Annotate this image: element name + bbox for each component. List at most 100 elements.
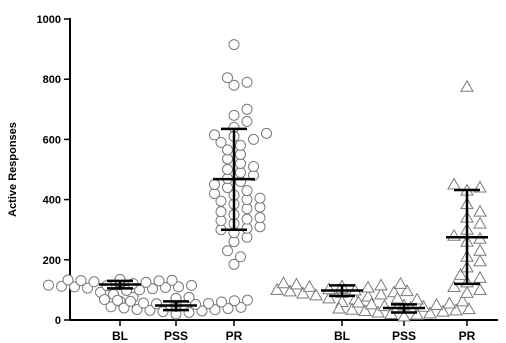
circle-point — [241, 194, 253, 206]
circle-point — [215, 136, 227, 148]
circle-point — [209, 304, 221, 316]
triangle-point — [322, 291, 336, 304]
triangle-point — [429, 297, 444, 310]
triangle-point — [361, 280, 375, 293]
circle-point — [241, 213, 253, 225]
circle-point — [242, 294, 253, 306]
circle-point — [215, 215, 227, 227]
y-axis-label: Active Responses — [7, 122, 19, 217]
triangle-point — [473, 254, 487, 267]
triangle-point — [447, 279, 461, 292]
circle-point — [222, 182, 233, 194]
triangle-point — [455, 294, 470, 307]
circle-point — [229, 295, 240, 307]
y-ticks: 0 200 400 600 800 1000 — [37, 14, 70, 327]
triangle-point — [400, 284, 414, 297]
triangle-point — [364, 297, 379, 310]
triangle-point — [397, 309, 411, 322]
circle-point — [118, 302, 130, 314]
circle-point — [209, 129, 220, 141]
circle-point — [228, 109, 240, 121]
triangle-point — [423, 306, 437, 319]
circle-point — [144, 304, 156, 316]
data-points — [43, 39, 487, 322]
triangle-point — [345, 302, 359, 315]
circle-point — [186, 279, 197, 291]
circle-point — [209, 179, 220, 191]
y-tick-label: 600 — [43, 134, 61, 146]
triangle-point — [371, 305, 385, 318]
circle-point — [75, 275, 87, 287]
y-tick-label: 800 — [43, 74, 61, 86]
circle-point — [125, 295, 136, 307]
circle-point — [62, 274, 74, 286]
circle-point — [241, 203, 253, 215]
circle-point — [235, 251, 246, 263]
triangle-point — [410, 307, 424, 320]
circle-point — [166, 274, 178, 286]
triangle-point — [374, 278, 388, 291]
circle-point — [173, 281, 184, 293]
x-tick-label: PSS — [164, 329, 188, 343]
circle-point — [241, 115, 253, 127]
circle-point — [254, 201, 266, 213]
y-tick-label: 400 — [43, 195, 61, 207]
circle-point — [215, 195, 227, 207]
triangle-point — [332, 301, 346, 314]
triangle-point — [473, 282, 487, 295]
axes — [69, 18, 498, 321]
circle-point — [138, 297, 149, 309]
circle-point — [56, 280, 67, 292]
triangle-point — [270, 282, 284, 295]
circle-point — [222, 245, 233, 257]
circle-point — [99, 294, 110, 306]
circle-point — [228, 39, 240, 51]
triangle-point — [460, 79, 474, 92]
circle-point — [160, 281, 171, 293]
x-tick-label: BL — [334, 329, 350, 343]
x-tick-label: BL — [112, 329, 128, 343]
x-tick-label: PR — [226, 329, 243, 343]
circle-point — [235, 301, 247, 313]
circle-point — [228, 79, 240, 91]
circle-point — [222, 72, 233, 84]
circle-point — [254, 212, 266, 224]
circle-point — [215, 206, 227, 218]
triangle-point — [289, 277, 304, 290]
circle-point — [241, 185, 253, 197]
triangle-point — [453, 267, 468, 280]
circle-point — [235, 157, 246, 169]
triangle-point — [351, 295, 366, 308]
circle-point — [147, 283, 158, 295]
triangle-point — [358, 303, 372, 316]
triangle-point — [296, 286, 310, 299]
y-tick-label: 0 — [55, 315, 61, 327]
triangle-point — [302, 279, 317, 292]
triangle-point — [276, 276, 291, 289]
circle-point — [228, 236, 240, 248]
x-ticks: BL PSS PR BL PSS PR — [112, 320, 476, 343]
circle-point — [69, 281, 80, 293]
circle-point — [105, 301, 117, 313]
circle-point — [88, 276, 100, 288]
triangle-point — [447, 177, 461, 190]
circle-point — [209, 188, 220, 200]
triangle-point — [393, 276, 408, 289]
triangle-point — [462, 302, 476, 315]
circle-point — [131, 303, 143, 315]
triangle-point — [473, 216, 487, 229]
circle-point — [222, 303, 234, 315]
circle-point — [241, 76, 253, 88]
circle-point — [43, 279, 54, 291]
y-tick-label: 1000 — [37, 14, 61, 26]
y-tick-label: 200 — [43, 255, 61, 267]
triangle-point — [309, 288, 323, 301]
circle-point — [248, 133, 259, 145]
x-tick-label: PR — [459, 329, 476, 343]
circle-point — [112, 294, 123, 306]
triangle-point — [449, 303, 463, 316]
circle-point — [235, 167, 246, 179]
circle-point — [248, 160, 259, 172]
circle-point — [254, 221, 266, 233]
